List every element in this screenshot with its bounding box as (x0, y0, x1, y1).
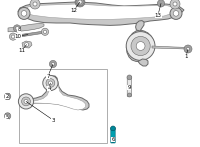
Text: 9: 9 (127, 85, 131, 90)
Text: 5: 5 (5, 115, 9, 120)
Polygon shape (24, 4, 176, 19)
Text: 2: 2 (5, 93, 9, 98)
Text: 13: 13 (154, 3, 162, 17)
Circle shape (33, 2, 37, 6)
Circle shape (18, 7, 30, 19)
Circle shape (173, 2, 177, 6)
Circle shape (9, 33, 17, 40)
Circle shape (22, 97, 30, 106)
Text: 3: 3 (26, 101, 55, 122)
Circle shape (126, 32, 155, 60)
Bar (19, 69, 107, 143)
Circle shape (6, 115, 9, 117)
Circle shape (111, 126, 115, 131)
Circle shape (157, 0, 165, 7)
Circle shape (30, 0, 40, 9)
Circle shape (11, 35, 15, 38)
Text: 8: 8 (17, 26, 21, 31)
Circle shape (4, 113, 11, 119)
Circle shape (51, 62, 55, 66)
Polygon shape (126, 30, 153, 61)
Polygon shape (18, 2, 184, 25)
Circle shape (6, 95, 9, 98)
Circle shape (75, 0, 85, 7)
Circle shape (173, 11, 179, 16)
Circle shape (46, 79, 55, 87)
Polygon shape (76, 0, 84, 6)
Text: 6: 6 (111, 137, 115, 143)
Circle shape (170, 0, 180, 9)
Circle shape (43, 75, 58, 91)
Circle shape (78, 0, 82, 4)
Text: 11: 11 (18, 45, 27, 52)
Circle shape (4, 93, 11, 100)
Circle shape (25, 43, 29, 47)
Circle shape (186, 47, 190, 51)
Polygon shape (12, 31, 48, 38)
Text: 12: 12 (70, 2, 80, 12)
Circle shape (170, 7, 182, 19)
Circle shape (43, 30, 47, 33)
FancyBboxPatch shape (127, 77, 132, 96)
Circle shape (49, 60, 57, 68)
Polygon shape (152, 46, 186, 49)
Text: 7: 7 (46, 64, 53, 78)
Polygon shape (136, 21, 144, 31)
FancyBboxPatch shape (6, 113, 10, 119)
Circle shape (13, 25, 21, 32)
Circle shape (184, 45, 192, 53)
Circle shape (131, 36, 150, 56)
Polygon shape (26, 78, 86, 110)
Circle shape (21, 11, 27, 16)
Polygon shape (22, 41, 32, 48)
Circle shape (48, 81, 52, 85)
Text: 4: 4 (47, 83, 51, 91)
Text: 10: 10 (14, 34, 28, 39)
Circle shape (127, 75, 132, 80)
FancyBboxPatch shape (6, 94, 10, 99)
Circle shape (15, 27, 19, 30)
Circle shape (18, 94, 34, 109)
FancyBboxPatch shape (111, 128, 115, 143)
Circle shape (24, 99, 28, 103)
Circle shape (127, 93, 131, 97)
Circle shape (41, 28, 49, 35)
Polygon shape (22, 76, 89, 110)
Polygon shape (138, 59, 148, 66)
Text: 1: 1 (184, 49, 188, 59)
Polygon shape (8, 23, 44, 32)
Circle shape (136, 42, 145, 50)
